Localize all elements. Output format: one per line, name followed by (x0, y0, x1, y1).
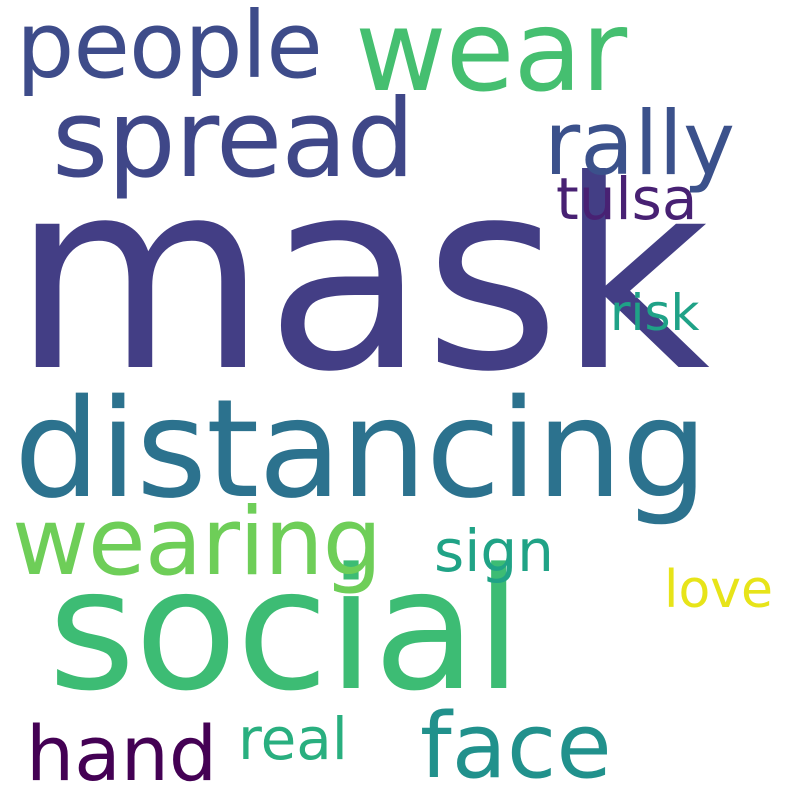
word-mask: mask (12, 124, 710, 429)
word-social: social (48, 532, 522, 728)
word-risk: risk (610, 284, 700, 342)
word-sign: sign (434, 517, 554, 585)
word-distancing: distancing (14, 371, 708, 529)
word-face: face (420, 694, 612, 799)
word-real: real (238, 705, 348, 773)
word-love: love (664, 560, 774, 620)
word-rally: rally (544, 92, 736, 195)
word-wear: wear (355, 0, 627, 117)
word-people: people (16, 0, 323, 99)
word-tulsa: tulsa (556, 165, 698, 233)
word-spread: spread (52, 77, 415, 202)
word-hand: hand (26, 709, 218, 798)
word-wearing: wearing (12, 488, 382, 597)
